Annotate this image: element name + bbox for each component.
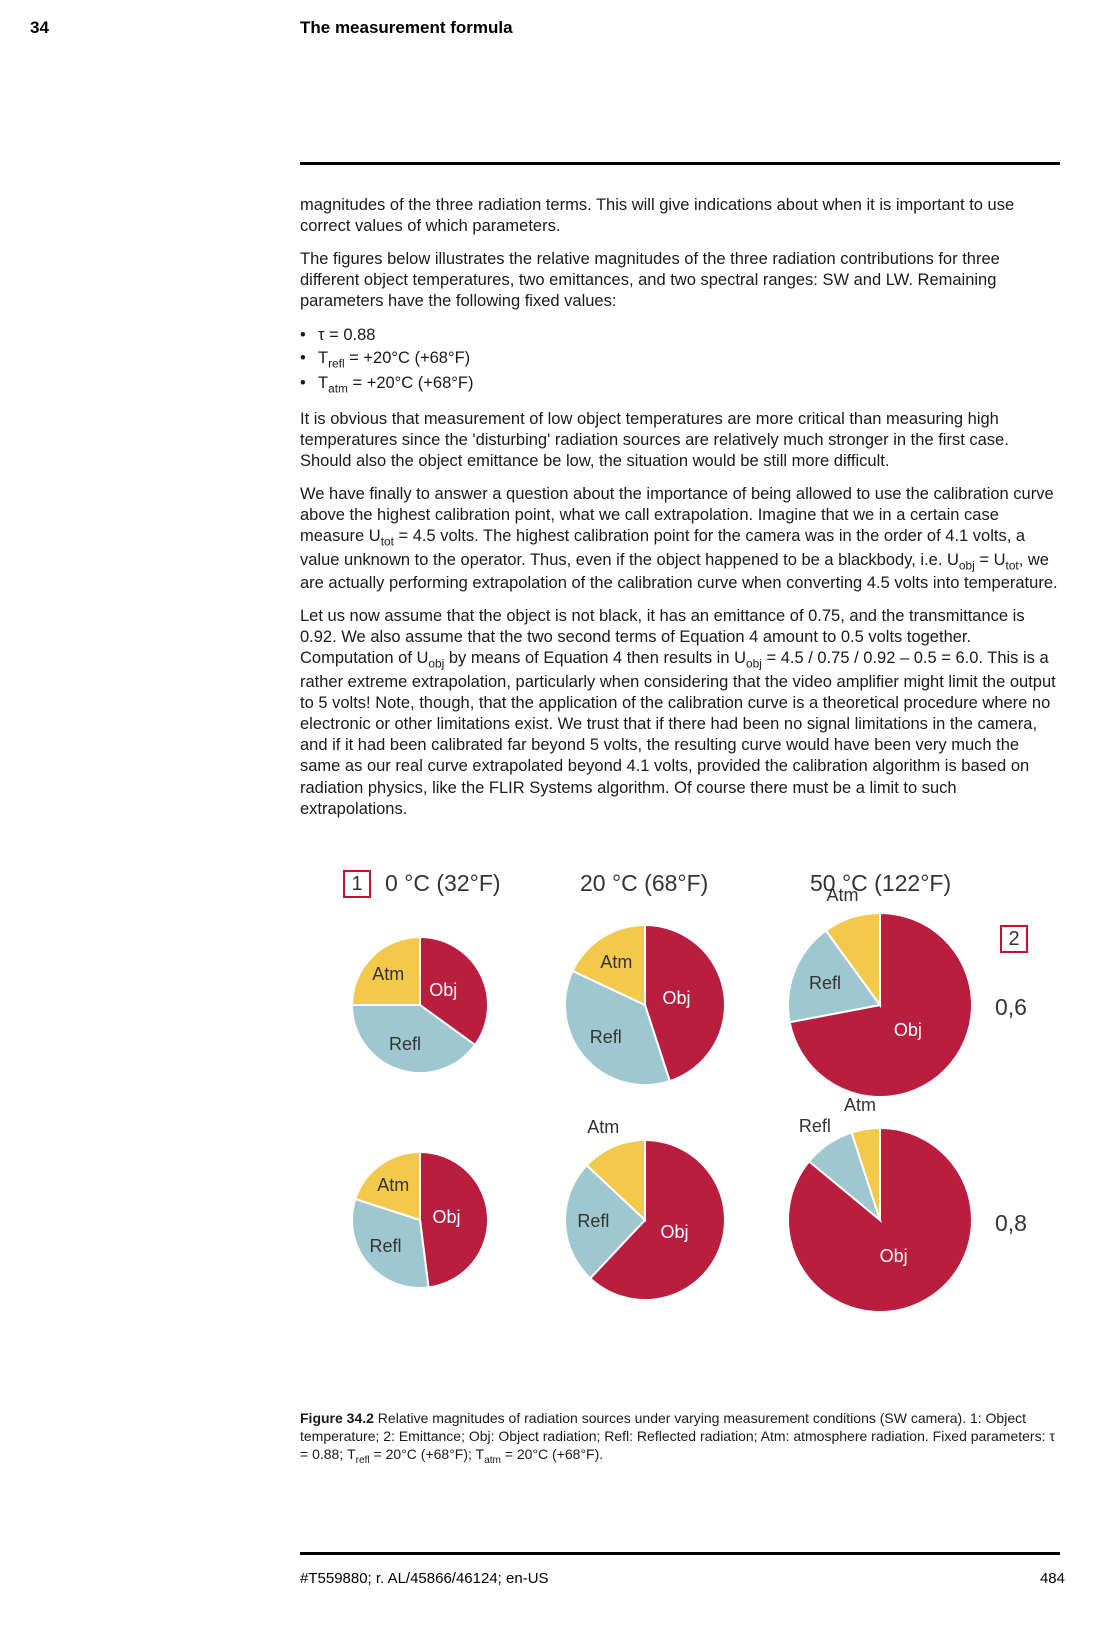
pie-chart <box>563 923 727 1087</box>
pie-slice-label-atm: Atm <box>587 1117 619 1138</box>
bullet-item: Tatm = +20°C (+68°F) <box>300 373 1060 396</box>
pie-slice-label-refl: Refl <box>590 1027 622 1048</box>
bottom-rule <box>300 1552 1060 1555</box>
page-number-bottom: 484 <box>1040 1570 1065 1587</box>
pie-slice-label-refl: Refl <box>370 1236 402 1257</box>
callout-2: 2 <box>1000 925 1028 953</box>
pie-chart <box>786 911 974 1099</box>
pie-slice-label-obj: Obj <box>663 988 691 1009</box>
pie-chart <box>350 1150 490 1290</box>
row-label-2: 0,8 <box>995 1210 1027 1237</box>
pie-slice-label-refl: Refl <box>809 973 841 994</box>
paragraph: We have finally to answer a question abo… <box>300 484 1060 594</box>
row-label-1: 0,6 <box>995 994 1027 1021</box>
bullet-item: τ = 0.88 <box>300 325 1060 346</box>
pie-slice-label-refl: Refl <box>389 1034 421 1055</box>
pie-slice-label-obj: Obj <box>429 980 457 1001</box>
chapter-title: The measurement formula <box>300 18 513 38</box>
column-title-2: 20 °C (68°F) <box>580 870 708 897</box>
paragraph: It is obvious that measurement of low ob… <box>300 409 1060 472</box>
pie-slice-label-obj: Obj <box>880 1246 908 1267</box>
figure-caption: Figure 34.2 Relative magnitudes of radia… <box>300 1410 1060 1468</box>
pie-chart <box>786 1126 974 1314</box>
pie-slice-label-refl: Refl <box>577 1211 609 1232</box>
pie-slice-label-refl: Refl <box>799 1116 831 1137</box>
top-rule <box>300 162 1060 165</box>
paragraph: The figures below illustrates the relati… <box>300 249 1060 312</box>
pie-slice-label-obj: Obj <box>660 1222 688 1243</box>
callout-1: 1 <box>343 870 371 898</box>
pie-slice-label-obj: Obj <box>433 1207 461 1228</box>
bullet-item: Trefl = +20°C (+68°F) <box>300 348 1060 371</box>
chapter-number: 34 <box>30 18 49 38</box>
bullet-list: τ = 0.88 Trefl = +20°C (+68°F) Tatm = +2… <box>300 325 1060 397</box>
body-text: magnitudes of the three radiation terms.… <box>300 195 1060 832</box>
doc-id: #T559880; r. AL/45866/46124; en-US <box>300 1570 549 1587</box>
pie-slice-label-atm: Atm <box>844 1095 876 1116</box>
paragraph: Let us now assume that the object is not… <box>300 606 1060 819</box>
pie-slice-label-atm: Atm <box>826 885 858 906</box>
pie-slice-label-obj: Obj <box>894 1020 922 1041</box>
paragraph: magnitudes of the three radiation terms.… <box>300 195 1060 237</box>
figure-area: 1 0 °C (32°F) 20 °C (68°F) 50 °C (122°F)… <box>335 870 1055 1370</box>
pie-slice-label-atm: Atm <box>372 964 404 985</box>
column-title-1: 0 °C (32°F) <box>385 870 501 897</box>
pie-slice-label-atm: Atm <box>600 952 632 973</box>
pie-slice-label-atm: Atm <box>377 1175 409 1196</box>
